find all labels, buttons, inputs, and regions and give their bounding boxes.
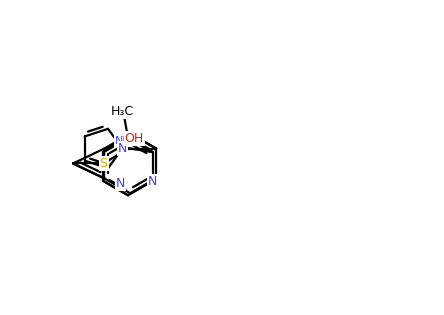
Text: H₃C: H₃C: [111, 106, 134, 118]
Text: OH: OH: [125, 132, 144, 145]
Text: NH: NH: [115, 136, 131, 146]
Text: N: N: [118, 142, 127, 155]
Text: N: N: [115, 177, 125, 190]
Text: N: N: [148, 175, 158, 188]
Text: S: S: [99, 157, 107, 170]
